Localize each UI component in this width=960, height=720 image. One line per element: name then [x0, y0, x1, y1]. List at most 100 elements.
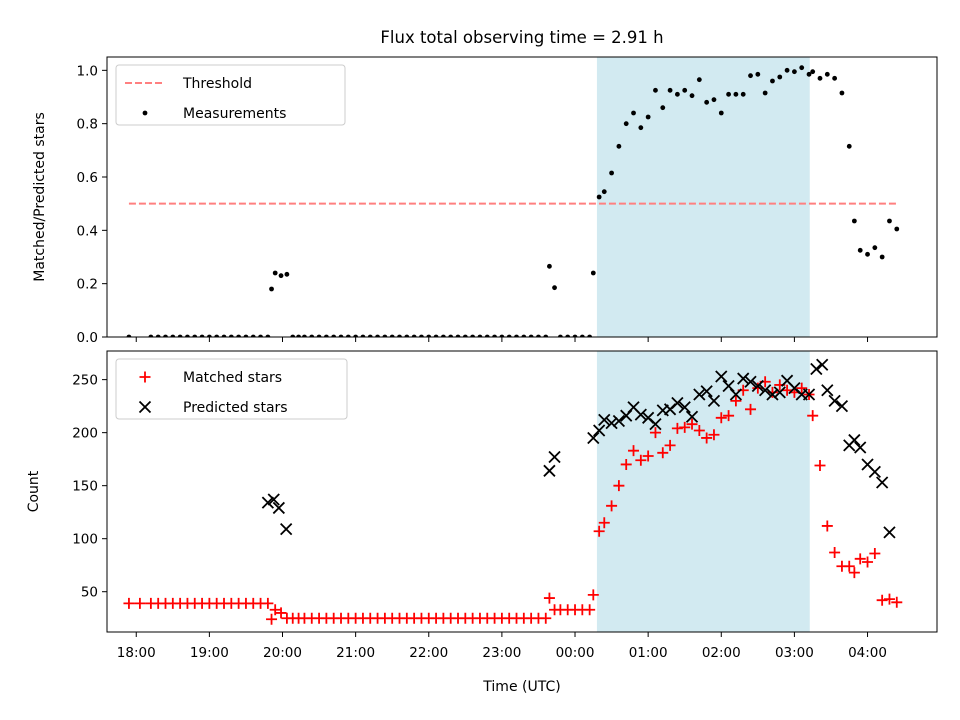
count-plus-point	[657, 447, 669, 459]
count-y-axis-label: Count	[26, 470, 42, 512]
count-x-point	[766, 388, 779, 401]
count-x-point	[729, 388, 743, 401]
xtick-label: 00:00	[556, 645, 595, 661]
count-plus-point	[891, 596, 903, 608]
count-plus-point	[686, 418, 698, 430]
ratio-dot-point	[163, 334, 168, 337]
count-plus-point	[134, 597, 146, 609]
ratio-dot-point	[792, 69, 797, 75]
ratio-dot-point	[572, 334, 578, 337]
count-x-point	[612, 414, 626, 428]
ratio-dot-point	[316, 334, 322, 337]
ratio-dot-point	[455, 334, 461, 337]
count-x-point	[543, 464, 556, 477]
count-plus-point	[593, 525, 605, 537]
ratio-dot-point	[177, 334, 183, 337]
ratio-dot-point	[199, 334, 205, 337]
count-plus-point	[862, 556, 874, 568]
count-plus-point	[821, 520, 833, 532]
count-plus-point	[269, 604, 281, 616]
count-x-point	[759, 384, 772, 397]
ratio-dot-point	[228, 334, 234, 337]
ratio-dot-point	[872, 245, 878, 251]
ratio-dot-point	[547, 263, 552, 269]
count-plus-point	[883, 593, 895, 605]
ratio-dot-point	[404, 334, 410, 337]
legend-frame	[115, 358, 348, 420]
ratio-plot-area	[126, 65, 900, 337]
ratio-dot-point	[185, 334, 190, 337]
ratio-dot-point	[338, 334, 344, 337]
ratio-dot-point	[302, 334, 307, 337]
legend-label: Predicted stars	[183, 400, 288, 416]
ratio-dot-point	[462, 334, 468, 337]
xtick-label: 22:00	[409, 645, 448, 661]
ratio-dot-point	[477, 334, 483, 337]
ratio-dot-point	[755, 71, 761, 77]
ratio-dot-point	[484, 334, 490, 337]
ratio-dot-point	[323, 334, 329, 337]
count-plus-point	[598, 517, 610, 529]
ratio-ytick-label: 1.0	[77, 63, 98, 79]
count-plus-point	[613, 480, 625, 492]
ratio-dot-point	[426, 334, 432, 337]
ratio-dot-point	[250, 334, 256, 337]
ratio-dot-point	[528, 334, 534, 337]
count-plus-point	[766, 386, 778, 398]
ratio-dot-point	[214, 334, 220, 337]
count-plus-point	[628, 445, 640, 457]
ratio-dot-point	[360, 334, 366, 337]
count-plus-point	[543, 592, 555, 604]
ratio-dot-point	[536, 334, 541, 337]
ratio-dot-point	[865, 251, 870, 257]
ratio-dot-point	[579, 334, 585, 337]
ratio-dot-point	[711, 97, 717, 103]
count-x-point	[685, 410, 699, 423]
count-plus-point	[843, 560, 855, 572]
count-x-point	[587, 431, 600, 445]
count-x-point	[649, 418, 662, 431]
ratio-dot-point	[470, 334, 476, 337]
count-x-point	[835, 400, 849, 413]
ratio-dot-point	[521, 334, 527, 337]
ratio-dot-point	[269, 286, 274, 292]
ratio-ytick-label: 0.0	[77, 330, 98, 346]
ratio-dot-point	[806, 71, 812, 77]
count-plus-point	[266, 613, 278, 625]
ratio-dot-point	[397, 334, 402, 337]
ratio-dot-point	[748, 73, 753, 79]
count-x-point	[261, 496, 275, 509]
count-x-point	[605, 416, 618, 430]
ratio-dot-point	[565, 334, 571, 337]
count-ytick-label: 250	[72, 373, 98, 389]
count-x-point	[548, 450, 561, 464]
ratio-dot-point	[499, 334, 505, 337]
count-x-point	[802, 388, 816, 401]
ratio-dot-point	[653, 87, 658, 93]
count-plus-point	[723, 410, 735, 422]
ratio-dot-point	[258, 334, 263, 337]
legend-frame	[115, 64, 346, 126]
count-plus-point	[664, 439, 676, 451]
count-plus-point	[679, 421, 691, 433]
ratio-dot-point	[846, 143, 852, 149]
count-x-point	[751, 379, 764, 393]
ratio-dot-point	[587, 334, 593, 337]
ratio-dot-point	[682, 87, 688, 93]
ratio-dot-point	[243, 334, 249, 337]
observing-window-span	[596, 57, 810, 337]
ratio-dot-point	[170, 334, 176, 337]
legend-label: Threshold	[182, 76, 252, 92]
ratio-legend: Threshold Measurements	[115, 64, 346, 126]
count-plus-point	[708, 429, 720, 441]
xtick-label: 01:00	[629, 645, 668, 661]
count-x-point	[593, 424, 606, 437]
ratio-dot-point	[331, 334, 337, 337]
count-plus-point	[829, 546, 841, 558]
count-x-point	[671, 396, 684, 410]
ratio-dot-point	[601, 189, 607, 195]
ratio-axes-frame	[106, 56, 938, 338]
ratio-dot-point	[733, 91, 739, 97]
ratio-dot-point	[638, 125, 644, 131]
count-x-point	[678, 401, 691, 414]
